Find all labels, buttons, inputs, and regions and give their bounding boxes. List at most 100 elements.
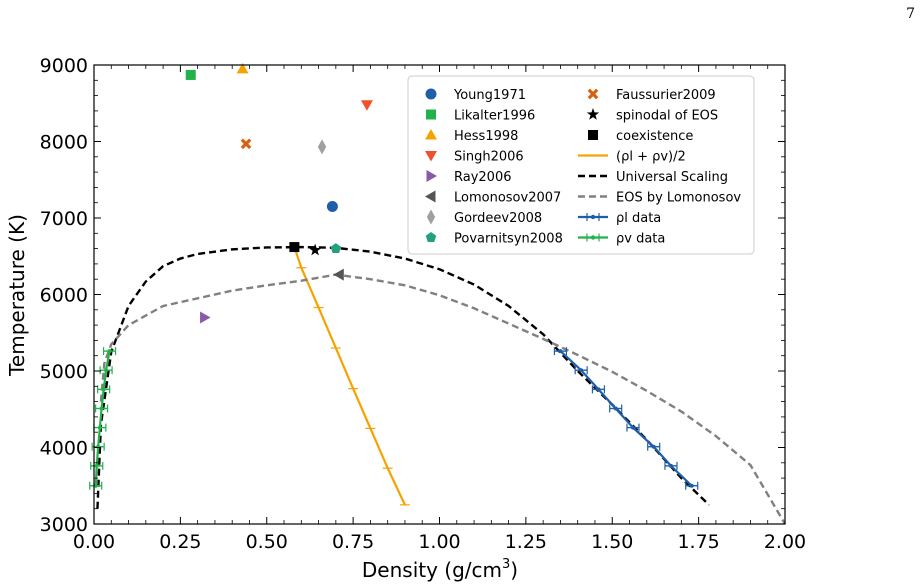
point-lomonosov2007 [333, 268, 344, 281]
series-l-data-point-2 [596, 387, 601, 392]
series-l-data-line [559, 350, 693, 487]
point-gordeev2008 [317, 139, 327, 155]
y-tick-label-1: 4000 [40, 438, 88, 460]
series-eos-by-lomonosov-line [99, 273, 787, 525]
legend-item-hess1998-swatch [425, 129, 437, 140]
y-axis-title: Temperature (K) [5, 214, 29, 377]
legend-item-faussurier2009-swatch-stroke-b [587, 88, 599, 100]
legend-item-ray2006-label: Ray2006 [454, 170, 512, 185]
legend-item-singh2006-swatch [425, 151, 437, 162]
x-tick-label-5: 1.25 [505, 531, 547, 553]
x-tick-label-8: 2.00 [764, 531, 806, 553]
x-tick-label-3: 0.75 [332, 531, 374, 553]
series-l-data-point-7 [689, 483, 694, 488]
point-young1971 [326, 201, 338, 213]
series-v-data-point-1 [94, 463, 99, 468]
legend: Young1971 Likalter1996 Hess1998 Singh2006 Ra… [407, 75, 755, 255]
series-v-data-point-6 [104, 368, 109, 373]
legend-item-eos-by-lomonosov-label: EOS by Lomonosov [616, 191, 741, 206]
legend-item-l-v-2: (ρl + ρv)/2 [578, 150, 686, 165]
legend-item-hess1998-label: Hess1998 [454, 129, 518, 144]
legend-item-gordeev2008-swatch [426, 209, 436, 225]
point-ray2006 [200, 311, 211, 324]
x-tick-label-2: 0.50 [246, 531, 288, 553]
x-tick-label-4: 1.00 [418, 531, 460, 553]
legend-item-universal-scaling: Universal Scaling [578, 170, 728, 185]
series-l-data-point-4 [630, 425, 635, 430]
y-tick-label-5: 8000 [40, 132, 88, 154]
legend-item-lomonosov2007-swatch [425, 190, 436, 203]
legend-item-singh2006: Singh2006 [425, 150, 524, 165]
x-tick-label-7: 1.75 [677, 531, 719, 553]
legend-item-gordeev2008: Gordeev2008 [426, 209, 542, 226]
legend-item-faussurier2009: Faussurier2009 [587, 88, 716, 103]
legend-item-povarnitsyn2008-swatch [425, 232, 437, 242]
series-v-data-point-5 [101, 387, 106, 392]
ticks-layer: 0.00 0.25 0.50 0.75 1.00 1.25 1.50 1.75 2.00 3000… [40, 55, 807, 553]
legend-item-eos-by-lomonosov: EOS by Lomonosov [578, 191, 741, 206]
legend-item-spinodal-of-eos-swatch [586, 108, 600, 120]
series-v-data-point-4 [99, 406, 104, 411]
x-axis-title: Density (g/cm3) [362, 557, 518, 582]
legend-item-v-data-dot [590, 235, 596, 240]
x-tick-label-6: 1.50 [591, 531, 633, 553]
series-l-data-point-5 [651, 444, 656, 449]
series-universal-scaling-line [96, 245, 710, 509]
legend-item-coexistence: coexistence [588, 129, 693, 144]
y-tick-label-3: 6000 [40, 285, 88, 307]
legend-item-lomonosov2007: Lomonosov2007 [425, 190, 561, 206]
legend-item-ray2006-swatch [426, 170, 437, 182]
legend-item-likalter1996: Likalter1996 [426, 109, 535, 124]
legend-item-spinodal-of-eos-label: spinodal of EOS [616, 109, 718, 124]
data-layer [89, 62, 787, 525]
series-l-data-point-3 [613, 406, 618, 411]
series-v-data-point-7 [107, 349, 112, 354]
y-tick-label-6: 9000 [40, 55, 88, 77]
point-singh2006 [360, 100, 373, 111]
point-faussurier2009 [240, 138, 252, 150]
legend-item-faussurier2009-swatch [587, 88, 599, 100]
legend-item-l-data-dot [590, 214, 596, 220]
legend-item-coexistence-label: coexistence [616, 129, 693, 144]
y-tick-label-2: 5000 [40, 361, 88, 383]
series-l-data-point-6 [668, 463, 673, 468]
x-axis-title-text: Density (g/cm [362, 558, 502, 582]
point-povarnitsyn2008 [330, 243, 342, 254]
x-tick-label-0: 0.00 [73, 531, 115, 553]
legend-item-likalter1996-label: Likalter1996 [454, 109, 535, 124]
legend-item-young1971: Young1971 [425, 88, 526, 103]
legend-item-l-v-2-label: (ρl + ρv)/2 [616, 150, 686, 165]
legend-item-v-data: ρv data [578, 232, 665, 247]
series-l-data-point-1 [579, 368, 584, 373]
legend-item-faussurier2009-label: Faussurier2009 [616, 88, 716, 103]
legend-frame [407, 75, 755, 255]
legend-item-v-data-label: ρv data [616, 232, 665, 247]
x-tick-label-1: 0.25 [159, 531, 201, 553]
legend-item-povarnitsyn2008-label: Povarnitsyn2008 [454, 232, 563, 247]
x-axis-title-tail: ) [510, 558, 518, 582]
legend-item-lomonosov2007-label: Lomonosov2007 [454, 191, 561, 206]
point-coexistence [289, 242, 300, 253]
series-l-v-2-line [293, 246, 406, 506]
series-v-data-point-2 [96, 444, 101, 449]
point-hess1998 [236, 62, 249, 74]
legend-item-likalter1996-swatch [426, 109, 436, 120]
page-number: 7 [906, 6, 915, 22]
legend-item-spinodal-of-eos: spinodal of EOS [586, 108, 718, 124]
point-likalter1996 [185, 69, 196, 80]
legend-item-coexistence-swatch [588, 130, 598, 140]
series-v-data-point-3 [97, 425, 102, 430]
legend-item-hess1998: Hess1998 [425, 129, 518, 144]
point-spinodal-of-eos [308, 243, 322, 256]
legend-item-l-data: ρl data [578, 211, 661, 226]
y-tick-label-4: 7000 [40, 208, 88, 230]
legend-item-young1971-swatch [425, 88, 437, 100]
legend-item-l-data-label: ρl data [616, 211, 661, 226]
legend-item-povarnitsyn2008: Povarnitsyn2008 [425, 232, 563, 247]
series-v-data-point-0 [93, 483, 98, 488]
legend-item-gordeev2008-label: Gordeev2008 [454, 211, 542, 226]
legend-item-ray2006: Ray2006 [426, 170, 512, 185]
legend-item-young1971-label: Young1971 [453, 88, 526, 103]
legend-item-singh2006-label: Singh2006 [454, 150, 524, 165]
